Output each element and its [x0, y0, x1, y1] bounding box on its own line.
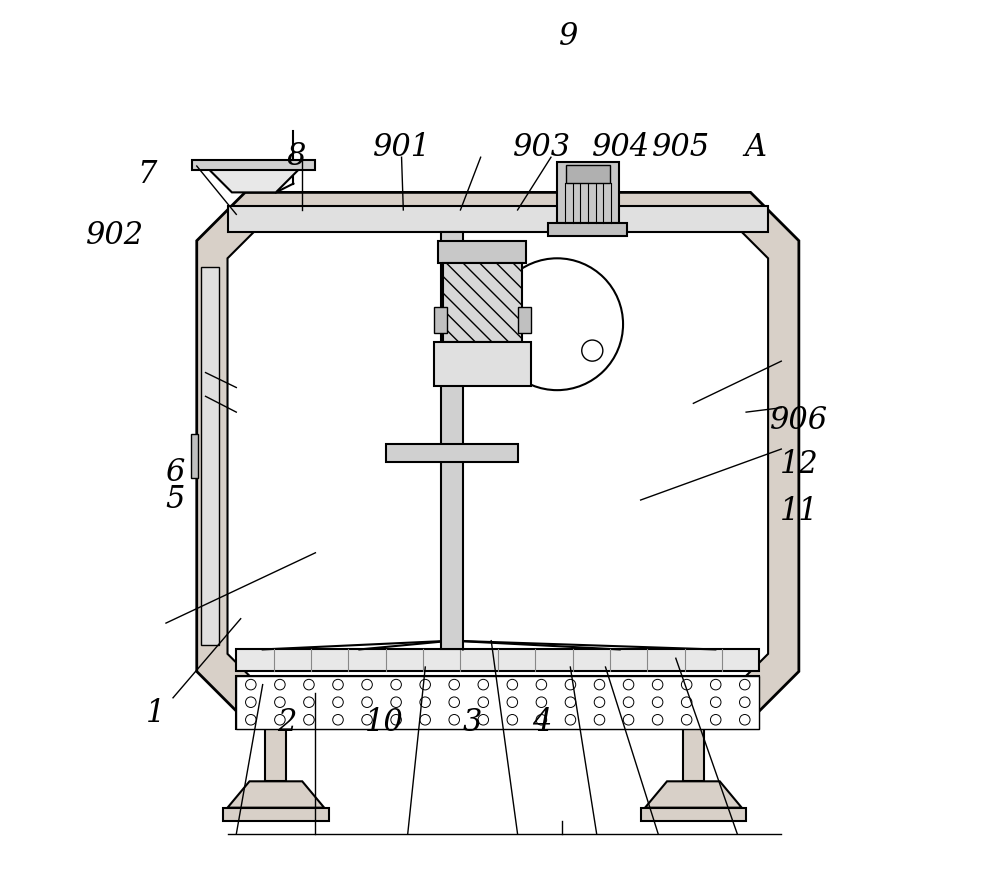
Polygon shape [645, 781, 742, 808]
Text: 906: 906 [770, 404, 828, 435]
Text: 4: 4 [533, 706, 552, 738]
Bar [641, 808, 746, 821]
Bar [236, 676, 759, 729]
Text: 6: 6 [165, 457, 184, 488]
Text: 8: 8 [286, 140, 306, 172]
Text: 904: 904 [592, 132, 650, 163]
Bar [557, 162, 619, 224]
Text: 7: 7 [137, 158, 156, 190]
Bar [438, 241, 526, 263]
Text: 3: 3 [462, 706, 482, 738]
Polygon shape [228, 781, 324, 808]
Bar [566, 165, 610, 184]
Bar [434, 342, 531, 386]
Text: 903: 903 [513, 132, 571, 163]
Bar [192, 161, 315, 171]
Polygon shape [228, 224, 768, 689]
Text: 9: 9 [559, 21, 578, 53]
Bar [201, 268, 219, 645]
Text: 12: 12 [779, 448, 818, 479]
Bar [223, 808, 329, 821]
Bar [441, 233, 463, 650]
Bar [518, 307, 531, 334]
Text: 5: 5 [165, 483, 184, 515]
Text: A: A [744, 132, 766, 163]
Bar [236, 650, 759, 672]
Text: 902: 902 [86, 220, 144, 251]
Text: 10: 10 [365, 706, 403, 738]
Polygon shape [197, 193, 799, 720]
Text: 905: 905 [652, 132, 710, 163]
Bar [265, 720, 286, 781]
Bar [434, 307, 447, 334]
Bar [443, 263, 522, 342]
Bar [548, 224, 627, 237]
Bar [236, 676, 759, 729]
Text: 2: 2 [278, 706, 297, 738]
Text: 11: 11 [779, 495, 818, 527]
Bar [228, 206, 768, 233]
Text: 1: 1 [146, 697, 165, 729]
Bar [386, 444, 518, 462]
Bar [683, 720, 704, 781]
Bar [191, 435, 198, 479]
Text: 901: 901 [372, 132, 431, 163]
Polygon shape [201, 162, 307, 193]
